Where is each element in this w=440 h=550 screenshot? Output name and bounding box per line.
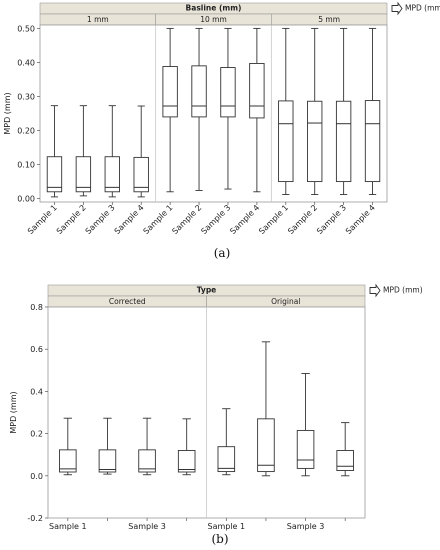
- box-plot-sample-3: [138, 417, 156, 476]
- y-tick-label: 0.30: [17, 92, 35, 101]
- box-plot-unlabeled: [177, 418, 196, 476]
- legend-arrow-icon: [369, 283, 381, 298]
- box-plot-sample-2: [307, 27, 323, 195]
- box-plot-sample-3: [296, 373, 315, 477]
- y-tick-label: 0.10: [17, 161, 35, 170]
- box-plot-unlabeled: [257, 341, 275, 477]
- legend-label: MPD (mm): [383, 286, 423, 295]
- iqr-box: [75, 156, 92, 193]
- box-plot-sample-2: [191, 27, 207, 191]
- x-tick-label: Sample 1: [142, 203, 175, 236]
- iqr-box: [191, 65, 207, 118]
- box-plot-sample-1: [278, 27, 294, 195]
- iqr-box: [138, 449, 156, 473]
- x-tick-label: Sample 3: [84, 203, 117, 236]
- panel-title: 10 mm: [200, 15, 227, 24]
- caption-a: (a): [214, 246, 231, 260]
- y-tick-label: 0.50: [17, 24, 35, 33]
- y-tick-label: 0.40: [17, 58, 35, 67]
- y-axis-title: MPD (mm): [3, 92, 12, 134]
- box-plot-sample-1: [217, 408, 236, 476]
- x-tick-label: Sample 2: [55, 203, 88, 236]
- box-plot-unlabeled: [336, 422, 354, 477]
- iqr-box: [296, 429, 315, 469]
- iqr-box: [162, 66, 178, 118]
- iqr-box: [104, 156, 120, 193]
- caption-b: (b): [211, 532, 228, 546]
- x-tick-label: Sample 1: [257, 203, 290, 236]
- panel-title: 5 mm: [318, 15, 340, 24]
- header-title: Basline (mm): [186, 4, 242, 13]
- x-tick-label: Sample 3: [315, 203, 348, 236]
- plot-frame: [39, 24, 388, 203]
- y-tick-label: -0.2: [27, 514, 43, 523]
- x-tick-label: Sample 1: [26, 203, 59, 236]
- iqr-box: [220, 67, 236, 118]
- header-title: Type: [197, 286, 217, 295]
- iqr-box: [177, 450, 196, 473]
- iqr-box: [46, 156, 63, 193]
- box-plot-sample-1: [59, 417, 77, 476]
- x-tick-label: Sample 3: [128, 522, 166, 531]
- x-tick-label: Sample 4: [113, 203, 146, 236]
- box-plot-sample-1: [162, 27, 178, 193]
- box-plot-sample-3: [335, 27, 352, 195]
- iqr-box: [336, 450, 354, 471]
- iqr-box: [59, 449, 77, 473]
- x-tick-label: Sample 4: [344, 203, 377, 236]
- chart-b: Type MPD (mm) Corrected Original -0.2 0.0 0.2 0…: [9, 283, 423, 531]
- y-axis-title: MPD (mm): [9, 391, 18, 433]
- y-tick-label: 0.00: [17, 195, 35, 204]
- iqr-box: [249, 63, 265, 119]
- box-plot-sample-4: [133, 105, 149, 198]
- x-tick-label: Sample 2: [170, 203, 203, 236]
- y-tick-label: 0.4: [30, 387, 43, 396]
- box-plot-sample-4: [364, 27, 381, 195]
- x-tick-label: Sample 3: [287, 522, 325, 531]
- box-plot-unlabeled: [98, 417, 117, 475]
- panel-title: 1 mm: [87, 15, 109, 24]
- box-plot-sample-1: [46, 105, 63, 198]
- box-plot-sample-3: [104, 105, 120, 198]
- panel-title: Corrected: [109, 297, 146, 306]
- x-tick-label: Sample 1: [49, 522, 87, 531]
- iqr-box: [98, 449, 117, 473]
- legend-label: MPD (mm): [405, 4, 440, 13]
- iqr-box: [364, 100, 381, 183]
- box-plot-sample-2: [75, 105, 92, 197]
- iqr-box: [307, 100, 323, 183]
- box-plot-sample-4: [249, 27, 265, 193]
- chart-a: Basline (mm) MPD (mm) 1 mm 10 mm 5 mm 0.00 0.1…: [3, 1, 440, 236]
- iqr-box: [278, 100, 294, 183]
- legend-arrow-icon: [391, 1, 403, 16]
- iqr-box: [257, 418, 275, 473]
- box-plot-sample-3: [220, 27, 236, 190]
- panel-title: Original: [271, 297, 300, 306]
- iqr-box: [133, 156, 149, 193]
- x-tick-label: Sample 1: [207, 522, 245, 531]
- y-tick-label: 0.6: [30, 345, 43, 354]
- y-tick-label: 0.20: [17, 127, 35, 136]
- y-tick-label: 0.0: [30, 472, 43, 481]
- y-tick-label: 0.2: [30, 430, 43, 439]
- x-tick-label: Sample 3: [199, 203, 232, 236]
- x-tick-label: Sample 4: [228, 203, 261, 236]
- iqr-box: [335, 100, 352, 183]
- iqr-box: [217, 446, 236, 473]
- x-tick-label: Sample 2: [286, 203, 319, 236]
- y-tick-label: 0.8: [30, 303, 43, 312]
